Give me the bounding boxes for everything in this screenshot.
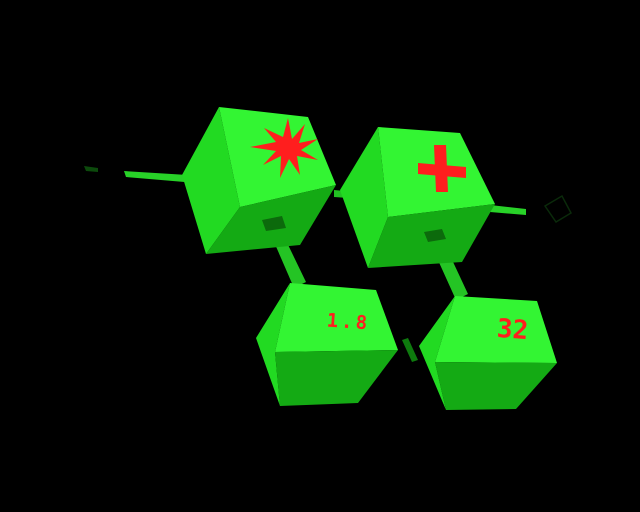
cube-add-left	[340, 127, 388, 268]
output-arrow-icon	[543, 194, 572, 224]
cube-operand-a-top	[275, 283, 398, 352]
cube-operand-b-left	[419, 296, 455, 410]
cube-operand-b: 32	[419, 296, 557, 410]
plus-icon	[418, 145, 466, 192]
cube-multiply-socket	[262, 216, 286, 231]
cube-operand-b-top	[435, 296, 557, 363]
cube-operand-b-front	[435, 362, 557, 410]
cube-operand-a-left	[256, 283, 290, 406]
star-burst-icon	[250, 118, 318, 178]
cube-multiply	[182, 107, 336, 254]
wire-output-right	[490, 205, 526, 215]
operand-a-label: 1.8	[326, 310, 371, 335]
cube-operand-a-front	[275, 350, 398, 406]
cube-operand-a: 1.8	[256, 283, 398, 406]
operand-b-label: 32	[496, 314, 529, 346]
connector-a-to-b	[402, 338, 418, 362]
cube-add	[340, 127, 495, 268]
cube-multiply-left	[182, 107, 240, 254]
wire-input-left-tip	[84, 166, 98, 172]
cube-add-socket	[424, 229, 446, 242]
